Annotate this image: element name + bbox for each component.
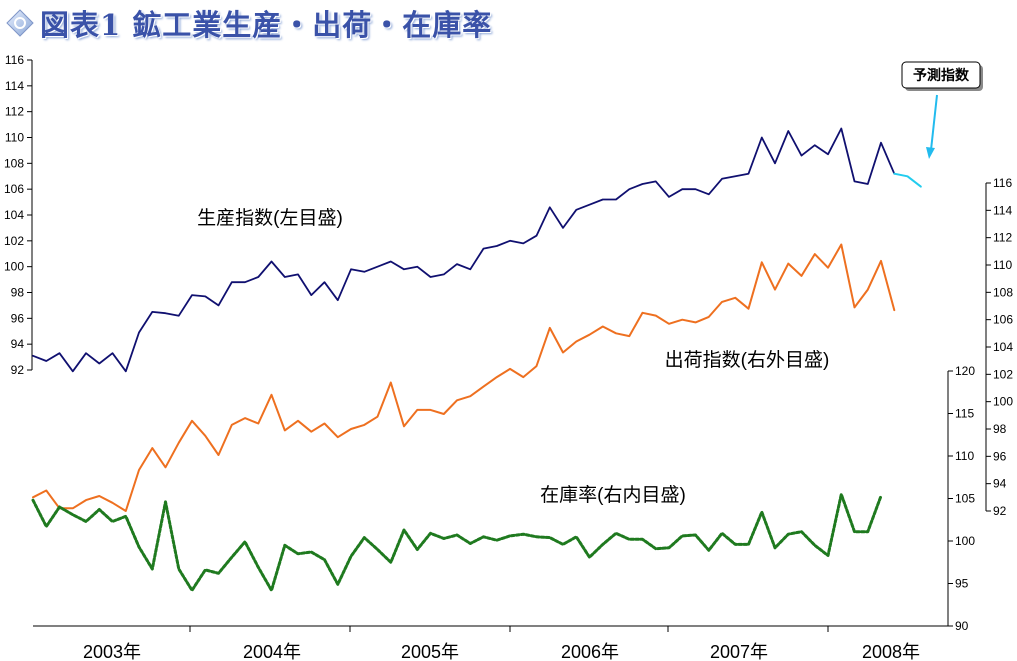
x-tick-label: 2008年 bbox=[862, 642, 920, 661]
y-tick-label: 110 bbox=[955, 449, 974, 463]
y-tick-label: 98 bbox=[993, 422, 1007, 436]
x-tick-label: 2004年 bbox=[243, 642, 301, 661]
y-tick-label: 105 bbox=[955, 492, 975, 506]
forecast-callout: 予測指数 bbox=[901, 61, 983, 159]
y-tick-label: 92 bbox=[993, 504, 1007, 518]
callout-box bbox=[901, 61, 981, 89]
y-tick-label: 106 bbox=[4, 182, 24, 196]
y-tick-label: 90 bbox=[955, 619, 969, 633]
y-tick-label: 108 bbox=[4, 156, 24, 170]
left-axis: 116 114 112 110 108 106 104 102 100 98 96 94 92 bbox=[4, 53, 33, 377]
y-tick-label: 100 bbox=[4, 260, 24, 274]
x-tick-label: 2005年 bbox=[401, 642, 459, 661]
callout-arrow-line bbox=[930, 94, 938, 151]
y-tick-label: 95 bbox=[955, 577, 969, 591]
y-tick-label: 110 bbox=[993, 258, 1012, 272]
y-tick-label: 108 bbox=[993, 285, 1013, 299]
y-tick-label: 114 bbox=[993, 203, 1012, 217]
y-tick-label: 92 bbox=[11, 363, 25, 377]
y-tick-label: 96 bbox=[11, 311, 25, 325]
y-tick-label: 100 bbox=[993, 395, 1013, 409]
x-tick-label: 2006年 bbox=[561, 642, 619, 661]
y-tick-label: 115 bbox=[955, 407, 974, 421]
shipments-annotation: 出荷指数(右外目盛) bbox=[665, 349, 830, 371]
inventory-series-line bbox=[31, 492, 883, 592]
y-tick-label: 110 bbox=[5, 131, 24, 145]
y-tick-label: 114 bbox=[5, 79, 24, 93]
chart-title-bar: 図表1 鉱工業生産・出荷・在庫率 bbox=[6, 2, 492, 44]
y-tick-label: 112 bbox=[993, 231, 1012, 245]
y-tick-label: 104 bbox=[993, 340, 1013, 354]
series-layer bbox=[31, 127, 922, 592]
y-tick-label: 102 bbox=[993, 367, 1013, 381]
x-axis: 2003年 2004年 2005年 2006年 2007年 2008年 bbox=[33, 625, 948, 661]
x-tick-label: 2003年 bbox=[83, 642, 141, 661]
diamond-logo-icon bbox=[6, 9, 34, 37]
axes-layer: 1161141121101081061041021009896949211611… bbox=[4, 53, 1013, 661]
right-outer-axis: 116 114 112 110 108 106 104 102 100 98 96 94 92 bbox=[985, 176, 1013, 518]
y-tick-label: 106 bbox=[993, 313, 1013, 327]
y-tick-label: 120 bbox=[955, 364, 975, 378]
y-tick-label: 94 bbox=[993, 477, 1007, 491]
y-tick-label: 94 bbox=[11, 337, 25, 351]
y-tick-label: 98 bbox=[11, 286, 25, 300]
annotation-layer: 生産指数(左目盛) 出荷指数(右外目盛) 在庫率(右内目盛) 予測指数 bbox=[197, 61, 983, 506]
chart-title: 図表1 鉱工業生産・出荷・在庫率 bbox=[40, 8, 493, 42]
y-tick-label: 96 bbox=[993, 449, 1007, 463]
y-tick-label: 100 bbox=[955, 534, 975, 548]
right-inner-axis: 120 115 110 105 100 95 90 bbox=[947, 364, 975, 633]
y-tick-label: 104 bbox=[4, 208, 24, 222]
y-tick-label: 112 bbox=[5, 105, 24, 119]
arrow-head-icon bbox=[926, 147, 935, 159]
x-tick-label: 2007年 bbox=[710, 642, 768, 661]
callout-label: 予測指数 bbox=[913, 67, 970, 83]
forecast-series-line bbox=[893, 172, 922, 188]
y-tick-label: 116 bbox=[5, 53, 24, 67]
y-tick-label: 102 bbox=[4, 234, 24, 248]
y-tick-label: 116 bbox=[993, 176, 1012, 190]
inventory-annotation: 在庫率(右内目盛) bbox=[540, 484, 686, 506]
production-annotation: 生産指数(左目盛) bbox=[197, 207, 343, 229]
production-series-line bbox=[32, 127, 896, 373]
shipments-series-line bbox=[32, 243, 896, 512]
